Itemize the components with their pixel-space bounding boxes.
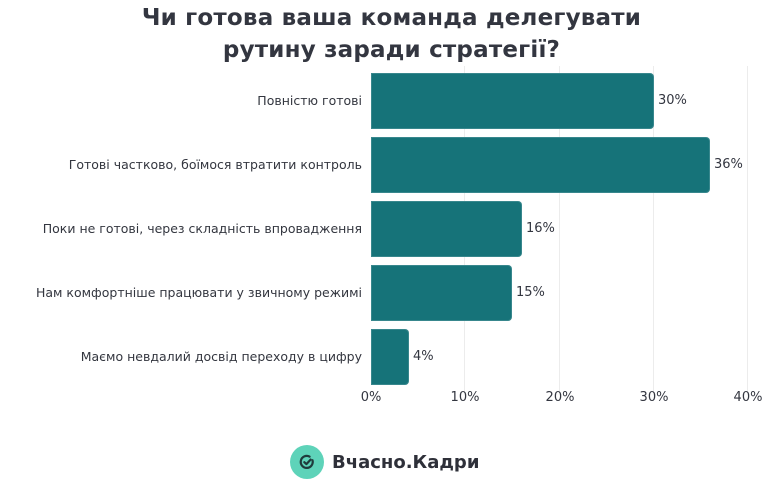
bar-row: 16% — [371, 201, 748, 257]
x-tick-label: 0% — [360, 390, 382, 405]
bar-value-label: 4% — [413, 349, 434, 364]
x-tick-label: 30% — [639, 390, 669, 405]
chart-title-line-2: рутину заради стратегії? — [222, 37, 561, 63]
bar — [371, 73, 654, 129]
bar-value-label: 15% — [516, 285, 545, 300]
bar-row: 15% — [371, 265, 748, 321]
bar-value-label: 16% — [526, 221, 555, 236]
category-label: Маємо невдалий досвід переходу в цифру — [80, 349, 362, 364]
bar — [371, 265, 512, 321]
gridline — [653, 66, 654, 392]
plot-area: 30% 36% 16% 15% 4% — [371, 66, 748, 392]
bar — [371, 329, 409, 385]
bar-value-label: 36% — [714, 157, 743, 172]
category-label: Готові частково, боїмося втратити контро… — [68, 157, 362, 172]
chart-title: Чи готова ваша команда делегувати рутину… — [0, 2, 783, 66]
logo-text: Вчасно.Кадри — [332, 451, 480, 473]
bar-row: 30% — [371, 73, 748, 129]
clock-check-icon — [299, 454, 314, 469]
x-tick-label: 10% — [450, 390, 480, 405]
x-tick-label: 40% — [733, 390, 763, 405]
gridline — [747, 66, 748, 392]
logo-badge — [290, 445, 324, 479]
x-tick-label: 20% — [545, 390, 575, 405]
bar-row: 4% — [371, 329, 748, 385]
category-label: Нам комфортніше працювати у звичному реж… — [35, 285, 362, 300]
chart-title-line-1: Чи готова ваша команда делегувати — [141, 5, 642, 31]
gridline — [559, 66, 560, 392]
bar-row: 36% — [371, 137, 748, 193]
bar — [371, 201, 522, 257]
category-label: Поки не готові, через складність впровад… — [42, 221, 362, 236]
category-label: Повністю готові — [257, 93, 362, 108]
brand-logo: Вчасно.Кадри — [290, 445, 479, 479]
bar — [371, 137, 710, 193]
bar-value-label: 30% — [658, 93, 687, 108]
